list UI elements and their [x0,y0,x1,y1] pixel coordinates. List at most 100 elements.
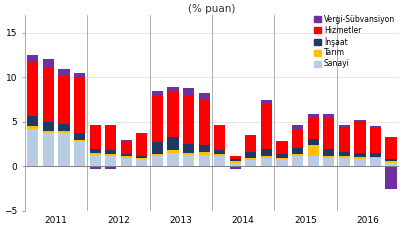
Bar [323,158,334,166]
Bar [323,114,334,118]
Bar [199,152,210,155]
Bar [323,156,334,158]
Bar [307,117,319,139]
Bar [354,157,366,159]
Bar [136,133,147,134]
Bar [58,69,70,75]
Bar [276,159,288,166]
Bar [261,158,272,166]
Bar [89,153,101,155]
Bar [120,154,132,156]
Bar [74,133,85,140]
Bar [183,153,194,155]
Bar [385,161,397,163]
Bar [323,118,334,150]
Bar [292,125,303,130]
Bar [261,149,272,156]
Bar [370,158,381,166]
Bar [58,75,70,124]
Bar [292,148,303,154]
Bar [120,156,132,158]
Bar [261,104,272,149]
Bar [89,155,101,166]
Bar [339,156,350,158]
Bar [370,153,381,157]
Bar [230,163,241,166]
Bar [230,161,241,163]
Bar [370,128,381,153]
Bar [152,156,163,166]
Bar [199,145,210,152]
Bar [74,142,85,166]
Bar [354,159,366,166]
Bar [136,158,147,159]
Bar [292,156,303,166]
Bar [105,125,116,150]
Bar [167,93,179,137]
Bar [307,114,319,117]
Bar [105,156,116,166]
Bar [167,153,179,166]
Bar [136,156,147,158]
Bar [74,73,85,77]
Bar [214,150,225,154]
Bar [307,139,319,145]
Bar [74,77,85,133]
Bar [43,122,54,131]
Bar [307,156,319,166]
Bar [89,166,101,169]
Bar [307,145,319,156]
Bar [183,144,194,153]
Bar [58,133,70,166]
Bar [245,136,256,152]
Bar [385,159,397,161]
Bar [105,150,116,154]
Bar [276,154,288,158]
Bar [276,158,288,159]
Bar [385,166,397,189]
Bar [167,137,179,150]
Bar [58,131,70,133]
Bar [370,157,381,158]
Bar [214,125,225,150]
Bar [245,158,256,160]
Bar [323,150,334,156]
Title: (% puan): (% puan) [188,4,236,14]
Bar [105,166,116,169]
Bar [120,141,132,154]
Bar [354,153,366,157]
Bar [120,140,132,141]
Bar [199,93,210,101]
Bar [58,124,70,131]
Bar [183,95,194,144]
Bar [27,62,38,116]
Bar [261,156,272,158]
Bar [230,156,241,159]
Bar [339,127,350,152]
Bar [214,154,225,156]
Bar [152,142,163,154]
Bar [74,140,85,142]
Bar [245,135,256,136]
Bar [214,156,225,166]
Bar [152,154,163,156]
Bar [354,120,366,122]
Bar [152,96,163,142]
Bar [183,155,194,166]
Bar [105,154,116,156]
Bar [276,142,288,154]
Bar [167,150,179,153]
Bar [27,55,38,62]
Bar [136,134,147,156]
Bar [89,150,101,153]
Bar [230,166,241,169]
Bar [245,160,256,166]
Bar [89,125,101,150]
Bar [199,155,210,166]
Bar [245,152,256,158]
Bar [339,125,350,127]
Bar [230,159,241,161]
Bar [167,87,179,93]
Bar [261,100,272,104]
Bar [136,159,147,166]
